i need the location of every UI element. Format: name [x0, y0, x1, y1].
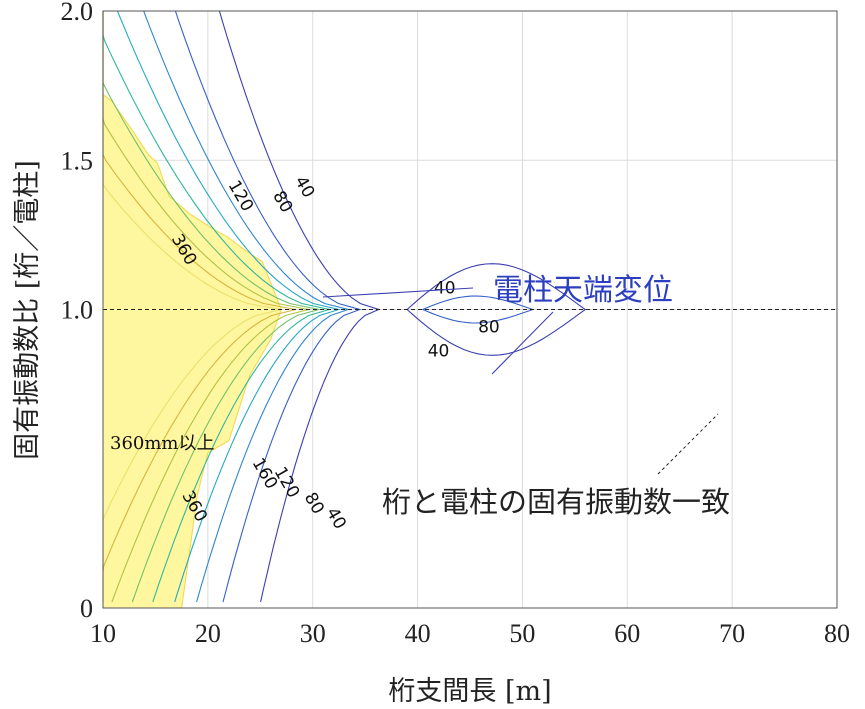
y-tick-label: 1.5	[61, 146, 94, 175]
contour-line-240	[102, 11, 320, 603]
y-axis-title: 固有振動数比 [桁／電柱]	[12, 160, 43, 460]
contour-label-group: 40	[434, 279, 456, 299]
contour-label-40: 40	[290, 173, 318, 202]
plot-frame	[102, 10, 838, 609]
y-tick-label: 2.0	[61, 0, 94, 26]
x-tick-label: 20	[195, 619, 221, 648]
y-tick-labels: 0 1.0 1.5 2.0	[61, 0, 94, 623]
contour-label-group: 120	[224, 177, 258, 215]
contour-label-group: 80	[478, 317, 500, 337]
contour-line-120	[143, 10, 351, 603]
x-tick-label: 10	[90, 619, 116, 648]
annotations: 360mm以上 電柱天端変位 桁と電柱の固有振動数一致	[110, 273, 730, 519]
series-label: 電柱天端変位	[493, 273, 673, 308]
x-tick-labels: 10 20 30 40 50 60 70 80	[90, 619, 850, 648]
contour-label-group: 40	[428, 341, 450, 361]
contour-label-40: 40	[428, 341, 450, 361]
region-label: 360mm以上	[110, 433, 215, 454]
series-leader-line-2	[491, 311, 554, 375]
contour-label-80: 80	[478, 317, 500, 337]
contour-label-group: 160	[248, 455, 282, 493]
x-axis-title: 桁支間長 [m]	[388, 676, 551, 707]
contour-label-160: 160	[248, 455, 282, 493]
x-tick-label: 50	[509, 619, 535, 648]
x-tick-label: 40	[405, 619, 431, 648]
contour-line-160	[116, 10, 341, 603]
x-tick-label: 80	[824, 619, 850, 648]
y-tick-label: 1.0	[61, 296, 94, 325]
contour-lens-40	[406, 263, 587, 356]
contour-line-40	[218, 10, 381, 603]
contour-label-group: 40	[290, 173, 318, 202]
match-leader-line	[657, 413, 719, 475]
match-label: 桁と電柱の固有振動数一致	[382, 485, 730, 519]
series-leader-line-1	[322, 287, 474, 298]
contour-line-200	[102, 11, 330, 603]
x-tick-label: 60	[614, 619, 640, 648]
x-tick-label: 70	[719, 619, 745, 648]
contour-line-80	[174, 10, 362, 603]
y-tick-label: 0	[80, 594, 93, 623]
x-tick-label: 30	[300, 619, 326, 648]
contour-label-40: 40	[434, 279, 456, 299]
